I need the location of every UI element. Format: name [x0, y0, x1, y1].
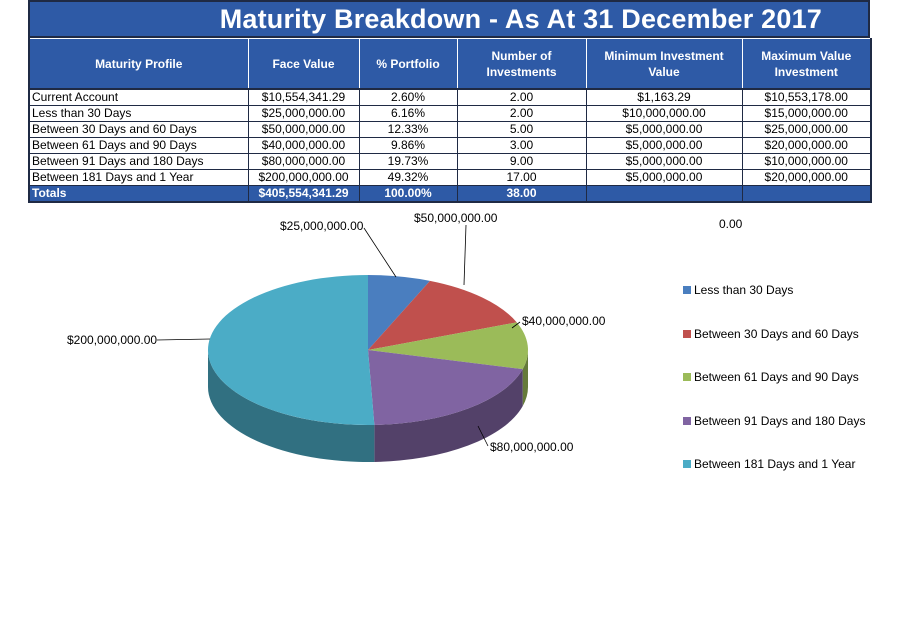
legend-label: Between 91 Days and 180 Days: [694, 413, 866, 428]
table-cell: $25,000,000.00: [247, 105, 360, 122]
table-cell: $10,000,000.00: [741, 153, 872, 170]
table-cell: 9.00: [456, 153, 587, 170]
table-cell: $10,000,000.00: [585, 105, 743, 122]
table-cell: $40,000,000.00: [247, 137, 360, 154]
table-cell: $5,000,000.00: [585, 121, 743, 138]
header-number-of-investments: Number of Investments: [456, 38, 587, 90]
header-maximum-investment: Maximum Value Investment: [741, 38, 872, 90]
totals-maximum-investment: [741, 185, 872, 203]
table-header-row: Maturity Profile Face Value % Portfolio …: [28, 38, 872, 90]
pie-sides: [208, 350, 528, 462]
legend-swatch: [683, 329, 691, 338]
table-cell: Between 61 Days and 90 Days: [28, 137, 249, 154]
totals-investment-count: 38.00: [456, 185, 587, 203]
table-cell: 2.00: [456, 88, 587, 106]
header-face-value: Face Value: [247, 38, 360, 90]
leader-line-3: [477, 425, 489, 447]
legend-label: Between 61 Days and 90 Days: [694, 370, 859, 385]
header-maturity-profile: Maturity Profile: [28, 38, 249, 90]
page-title: Maturity Breakdown - As At 31 December 2…: [28, 0, 870, 38]
table-cell: $20,000,000.00: [741, 169, 872, 186]
pie-slice-4: [208, 275, 375, 425]
table-cell: 19.73%: [358, 153, 458, 170]
leader-line-4: [156, 338, 211, 341]
pie-chart: $25,000,000.00 $50,000,000.00 $40,000,000.…: [67, 211, 743, 462]
table-cell: 17.00: [456, 169, 587, 186]
table-cell: 12.33%: [358, 121, 458, 138]
pie-side-2: [522, 350, 528, 407]
table-cell: $5,000,000.00: [585, 137, 743, 154]
totals-portfolio-percent: 100.00%: [358, 185, 458, 203]
legend-item: Between 30 Days and 60 Days: [683, 327, 865, 371]
table-row: Between 61 Days and 90 Days $40,000,000.…: [28, 137, 872, 154]
legend-item: Between 61 Days and 90 Days: [683, 370, 865, 414]
table-cell: $5,000,000.00: [585, 153, 743, 170]
table-row: Between 91 Days and 180 Days $80,000,000…: [28, 153, 872, 170]
legend-swatch: [683, 373, 691, 382]
legend-swatch: [683, 416, 691, 425]
pie-slice-2: [368, 322, 528, 370]
data-label-0: $25,000,000.00: [280, 219, 364, 233]
pie-slice-3: [368, 350, 523, 425]
table-cell: 2.60%: [358, 88, 458, 106]
legend-item: Less than 30 Days: [683, 283, 865, 327]
table-cell: $15,000,000.00: [741, 105, 872, 122]
legend-item: Between 91 Days and 180 Days: [683, 414, 865, 458]
maturity-table: Maturity Profile Face Value % Portfolio …: [28, 38, 872, 203]
table-cell: $200,000,000.00: [247, 169, 360, 186]
pie-slice-1: [368, 280, 517, 350]
table-cell: 49.32%: [358, 169, 458, 186]
table-cell: $25,000,000.00: [741, 121, 872, 138]
table-cell: 3.00: [456, 137, 587, 154]
leader-line-0: [363, 227, 397, 278]
table-cell: $80,000,000.00: [247, 153, 360, 170]
table-row: Less than 30 Days $25,000,000.00 6.16% 2…: [28, 105, 872, 122]
totals-label: Totals: [28, 185, 249, 203]
pie-data-labels: $25,000,000.00 $50,000,000.00 $40,000,000.…: [67, 211, 606, 454]
pie-side-4: [208, 350, 375, 462]
data-label-1: $50,000,000.00: [414, 211, 498, 225]
data-label-2: $40,000,000.00: [522, 314, 606, 328]
table-cell: 9.86%: [358, 137, 458, 154]
data-label-3: $80,000,000.00: [490, 440, 574, 454]
table-cell: Between 181 Days and 1 Year: [28, 169, 249, 186]
leader-line-2: [511, 321, 521, 329]
table-cell: $1,163.29: [585, 88, 743, 106]
table-cell: $10,553,178.00: [741, 88, 872, 106]
pie-leader-lines: [156, 224, 521, 447]
legend-item: Between 181 Days and 1 Year: [683, 457, 865, 501]
stray-data-label: 0.00: [719, 217, 743, 231]
table-cell: 2.00: [456, 105, 587, 122]
table-cell: Less than 30 Days: [28, 105, 249, 122]
table-cell: Between 30 Days and 60 Days: [28, 121, 249, 138]
table-row: Between 181 Days and 1 Year $200,000,000…: [28, 169, 872, 186]
table-cell: $50,000,000.00: [247, 121, 360, 138]
data-label-4: $200,000,000.00: [67, 333, 157, 347]
legend-label: Between 181 Days and 1 Year: [694, 457, 856, 472]
pie-side-3: [374, 369, 523, 462]
table-cell: $10,554,341.29: [247, 88, 360, 106]
header-minimum-investment: Minimum Investment Value: [585, 38, 743, 90]
table-cell: 5.00: [456, 121, 587, 138]
table-cell: $5,000,000.00: [585, 169, 743, 186]
totals-row: Totals $405,554,341.29 100.00% 38.00: [28, 185, 872, 203]
legend-label: Less than 30 Days: [694, 283, 794, 297]
pie-slices: [208, 275, 528, 425]
totals-minimum-investment: [585, 185, 743, 203]
table-cell: $20,000,000.00: [741, 137, 872, 154]
legend-swatch: [683, 460, 691, 469]
chart-legend: Less than 30 Days Between 30 Days and 60 …: [683, 283, 865, 501]
table-row: Between 30 Days and 60 Days $50,000,000.…: [28, 121, 872, 138]
totals-face-value: $405,554,341.29: [247, 185, 360, 203]
table-cell: 6.16%: [358, 105, 458, 122]
legend-swatch: [683, 286, 691, 294]
table-cell: Between 91 Days and 180 Days: [28, 153, 249, 170]
pie-slice-0: [368, 275, 430, 350]
table-row: Current Account $10,554,341.29 2.60% 2.0…: [28, 88, 872, 106]
table-cell: Current Account: [28, 88, 249, 106]
legend-label: Between 30 Days and 60 Days: [694, 326, 859, 341]
header-portfolio-percent: % Portfolio: [358, 38, 458, 90]
leader-line-1: [463, 224, 467, 286]
